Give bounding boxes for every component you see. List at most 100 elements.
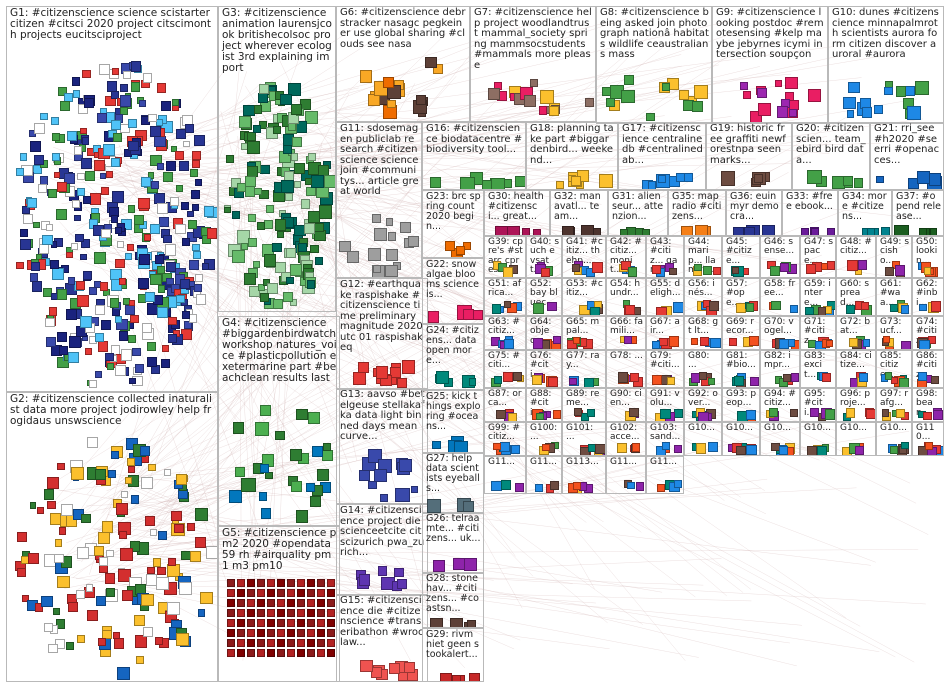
node-marker [260, 164, 270, 174]
node-marker [900, 305, 910, 314]
group-g77: G77: ray... [562, 350, 606, 388]
group-g5: G5: #citizenscience pm2 2020 #opendata 5… [218, 526, 340, 682]
node-marker [259, 405, 271, 417]
group-g108: G10... [836, 422, 876, 456]
node-marker [19, 153, 27, 161]
node-marker [297, 619, 305, 628]
node-marker [163, 234, 172, 244]
node-marker [785, 76, 798, 90]
node-marker [491, 304, 502, 314]
node-marker [311, 174, 325, 188]
node-marker [843, 97, 856, 110]
group-label: G101: ... [566, 423, 597, 443]
edge-line [98, 142, 824, 541]
node-marker [662, 83, 670, 91]
edge-line [129, 504, 324, 569]
group-label: G69: recor... [726, 317, 755, 337]
node-marker [658, 337, 668, 347]
group-g79: G79: #citi... [646, 350, 684, 388]
node-marker [297, 589, 305, 598]
node-marker [223, 206, 231, 214]
node-marker [290, 152, 299, 161]
node-marker [307, 589, 315, 598]
node-marker [389, 663, 401, 675]
edge-line [89, 71, 247, 575]
group-label: G46: sense... [764, 237, 795, 257]
node-marker [307, 609, 315, 618]
node-marker [45, 317, 55, 328]
node-cluster [423, 123, 525, 189]
group-g19: G19: historic free graffiti newforestnpa… [706, 122, 792, 190]
group-label: G6: #citizenscience debrstracker nasagc … [340, 7, 466, 50]
edge-line [99, 163, 442, 473]
edge-line [332, 123, 675, 451]
node-cluster [871, 123, 943, 189]
node-marker [195, 178, 202, 186]
node-marker [116, 240, 124, 248]
node-marker [93, 545, 104, 556]
group-label: G60: spread... [840, 279, 870, 308]
node-marker [260, 508, 271, 519]
group-label: G113... [566, 457, 599, 467]
edge-line [101, 94, 503, 222]
node-marker [547, 302, 557, 312]
node-marker [295, 510, 309, 523]
node-marker [502, 267, 514, 277]
node-marker [552, 410, 561, 419]
node-marker [433, 560, 446, 573]
node-marker [277, 629, 285, 638]
edge-line [71, 201, 915, 663]
group-g50: G50: lookin... [912, 236, 944, 278]
group-label: G12: #earthquake raspishake #citizenscie… [340, 279, 426, 353]
edge-line [111, 155, 759, 258]
node-marker [165, 262, 176, 273]
group-g60: G60: spread... [836, 278, 876, 316]
node-marker [53, 171, 60, 179]
group-label: G36: euinmyr democra... [730, 191, 779, 222]
edge-line [122, 558, 722, 586]
group-label: G22: snow algae blooms scienceis... [426, 259, 480, 300]
group-g20: G20: #citizenscien... team_ebird bird da… [792, 122, 870, 190]
node-marker [156, 83, 167, 94]
group-g62: G62: #inbi... [912, 278, 944, 316]
node-marker [584, 98, 594, 108]
group-g48: G48: #citiz... [836, 236, 876, 278]
node-marker [206, 228, 217, 239]
node-marker [407, 236, 419, 248]
node-marker [171, 510, 182, 522]
node-marker [120, 490, 129, 499]
node-marker [298, 243, 308, 253]
node-marker [592, 228, 601, 235]
edge-line [280, 116, 530, 225]
node-marker [655, 446, 666, 455]
node-marker [156, 162, 165, 170]
group-g105: G10... [722, 422, 760, 456]
node-marker [707, 441, 718, 452]
node-marker [41, 595, 53, 607]
node-marker [86, 584, 94, 592]
node-marker [810, 408, 820, 418]
group-g34: G34: more #citizens... [838, 190, 892, 236]
edge-line [308, 167, 434, 632]
edge-line [152, 157, 756, 160]
node-marker [166, 601, 180, 615]
node-marker [120, 106, 129, 116]
edge-line [73, 554, 926, 605]
node-marker [195, 273, 204, 282]
node-marker [47, 189, 58, 199]
group-label: G82: impr... [764, 351, 791, 371]
group-g28: G28: stonehav... #citizens... #coastsn..… [422, 572, 484, 628]
node-marker [275, 430, 285, 440]
node-marker [884, 86, 893, 96]
node-marker [907, 106, 922, 121]
node-marker [729, 337, 738, 347]
node-cluster [829, 7, 943, 123]
node-marker [225, 154, 234, 163]
node-marker [681, 226, 693, 235]
node-marker [297, 599, 305, 608]
node-marker [119, 83, 128, 93]
node-marker [267, 619, 275, 628]
group-g98: G98: bean... [912, 388, 944, 422]
group-g63: G63: #citiz... [484, 316, 526, 350]
node-marker [919, 339, 930, 349]
